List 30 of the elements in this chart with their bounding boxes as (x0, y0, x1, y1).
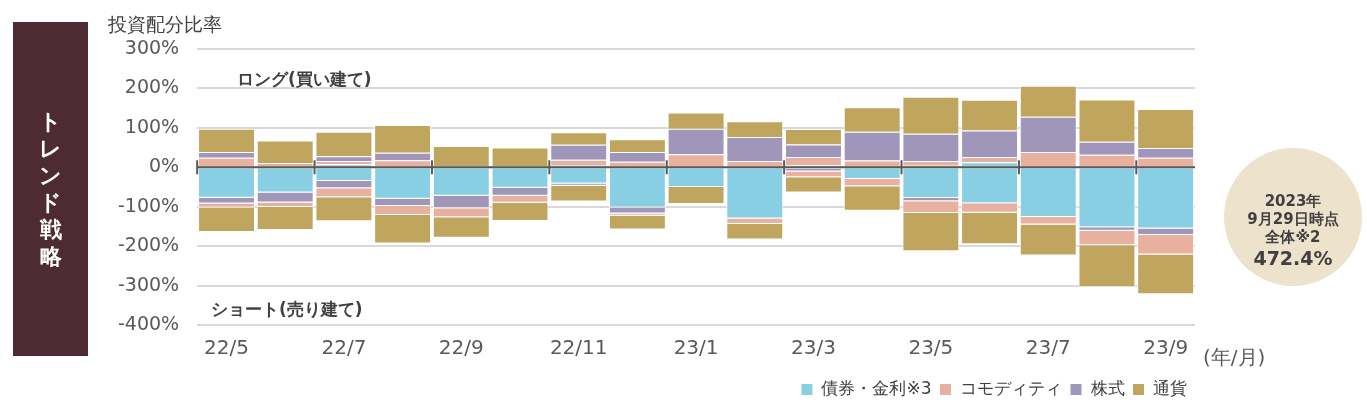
x-tick-label: 23/5 (908, 335, 954, 360)
x-tick-label: 22/5 (204, 335, 249, 360)
text: 472.4% (1253, 246, 1333, 270)
y-axis-title: 投資配分比率 (108, 13, 222, 35)
x-axis-title: (年/月) (1203, 344, 1266, 371)
x-tick-label: 23/9 (1143, 335, 1189, 360)
legend-label: コモディティ (960, 377, 1062, 398)
y-tick-label: 100% (124, 114, 180, 137)
text: 全体※2 (1265, 228, 1321, 246)
y-tick-label: 300% (124, 35, 180, 58)
y-tick-label: -200% (117, 233, 180, 256)
text: 9月29日時点 (1247, 210, 1339, 228)
y-tick-label: -300% (117, 272, 180, 295)
text: 2023年 (1264, 192, 1322, 210)
x-tick-label: 23/3 (791, 335, 836, 360)
x-tick-label: 22/9 (438, 335, 484, 360)
legend-label: 通貨 (1153, 377, 1187, 398)
y-tick-label: 0% (149, 154, 180, 177)
x-tick-label: 23/1 (673, 335, 719, 360)
legend-label: 株式 (1089, 377, 1125, 398)
x-tick-label: 22/7 (321, 335, 367, 360)
y-tick-label: -400% (117, 311, 180, 334)
y-tick-label: 200% (124, 75, 180, 98)
y-tick-label: -100% (117, 193, 180, 216)
annotation: ロング(買い建て) (237, 68, 372, 91)
x-tick-label: 22/11 (549, 335, 608, 360)
text: トレンド戦略 (39, 108, 62, 270)
annotation: ショート(売り建て) (211, 298, 363, 321)
x-tick-label: 23/7 (1025, 335, 1071, 360)
legend-label: 債券・金利※3 (821, 377, 932, 398)
